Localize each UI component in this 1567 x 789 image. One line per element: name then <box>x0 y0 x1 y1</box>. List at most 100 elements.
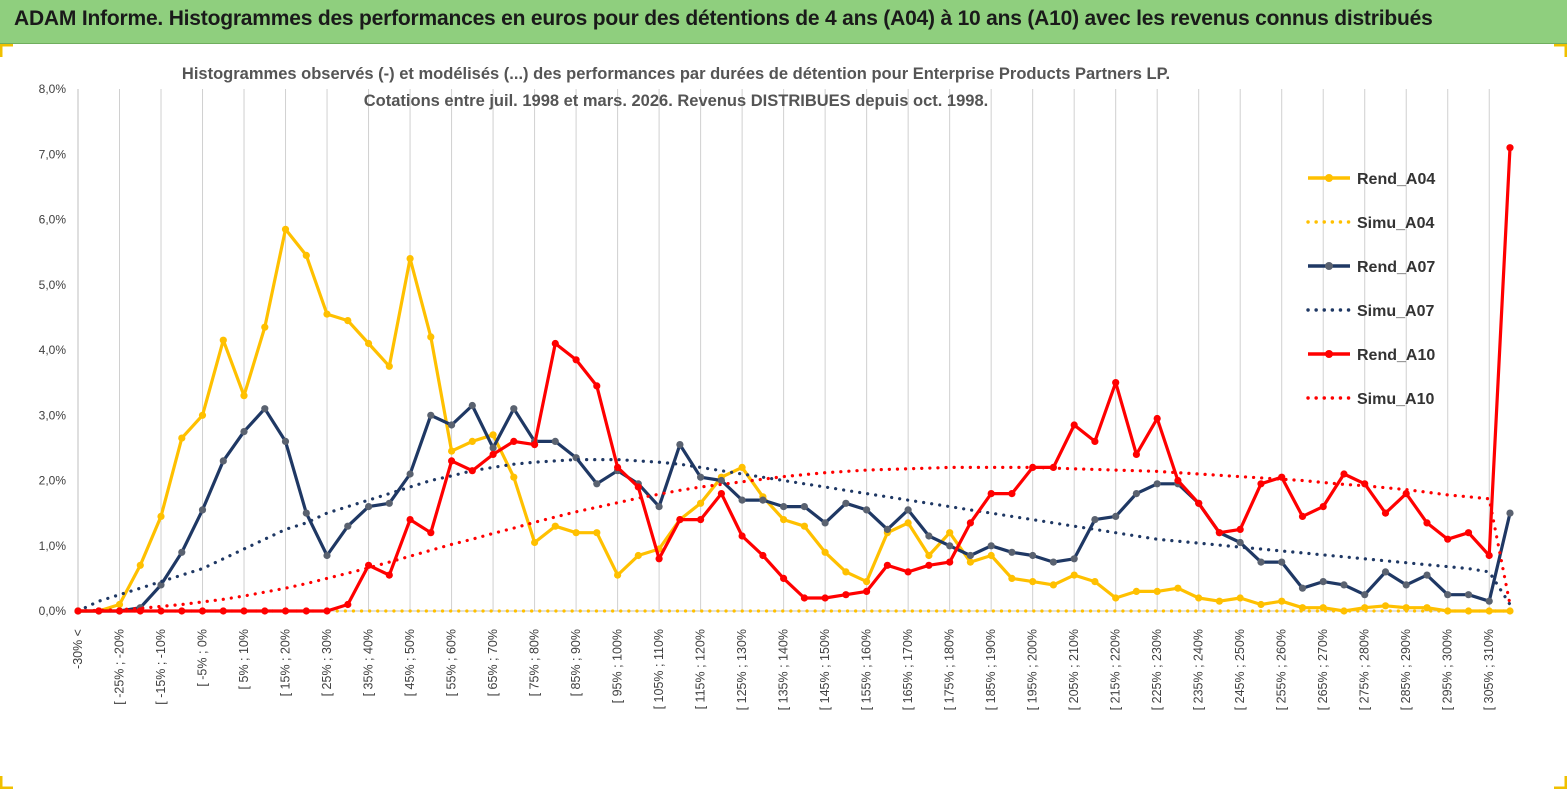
data-point <box>510 473 518 481</box>
y-tick-label: 3,0% <box>39 408 67 422</box>
legend-item-rend-a04: Rend_A04 <box>1308 171 1435 188</box>
data-point <box>385 499 393 507</box>
data-point <box>1091 578 1099 586</box>
x-tick-label: [ -15% ; -10% <box>154 629 168 705</box>
x-tick-label: [ 275% ; 280% <box>1358 629 1372 710</box>
performance-histogram-chart: 0,0% 1,0% 2,0% 3,0% 4,0% 5,0% 6,0% 7,0% 8,0% -30%… <box>39 65 1514 710</box>
data-point <box>510 437 518 445</box>
data-point <box>385 571 393 579</box>
legend-marker <box>1325 174 1333 182</box>
data-point <box>1132 450 1140 458</box>
data-point <box>946 542 954 550</box>
data-point <box>344 317 352 325</box>
data-point <box>344 522 352 530</box>
data-point <box>780 503 788 511</box>
data-point <box>1298 584 1307 592</box>
data-point <box>697 516 705 524</box>
frame-corner-top-right <box>1554 44 1567 57</box>
x-tick-label: [ 55% ; 60% <box>445 629 459 696</box>
data-point <box>448 421 456 429</box>
data-point <box>1153 414 1161 423</box>
data-point <box>738 496 746 504</box>
x-tick-label: [ 145% ; 150% <box>818 629 832 710</box>
data-point <box>593 382 601 390</box>
axes: 0,0% 1,0% 2,0% 3,0% 4,0% 5,0% 6,0% 7,0% 8,0% -30%… <box>39 82 1510 710</box>
data-point <box>966 551 975 560</box>
data-point <box>157 581 165 589</box>
x-tick-label: [ 295% ; 300% <box>1441 629 1455 710</box>
legend-label: Simu_A07 <box>1357 303 1434 320</box>
data-point <box>427 529 435 537</box>
data-point <box>1049 558 1057 566</box>
data-point <box>1402 581 1410 589</box>
data-point <box>178 548 186 556</box>
x-tick-label: [ 225% ; 230% <box>1150 629 1164 710</box>
data-point <box>1340 470 1348 478</box>
data-point <box>448 447 456 455</box>
data-point <box>780 574 788 583</box>
data-point <box>821 519 829 527</box>
data-point <box>614 571 622 579</box>
legend-label: Rend_A07 <box>1357 259 1435 276</box>
data-point <box>1423 519 1431 527</box>
data-point <box>1132 490 1140 498</box>
data-point <box>925 551 933 560</box>
data-point <box>946 529 954 537</box>
data-point <box>1485 597 1493 605</box>
data-point <box>198 607 207 615</box>
series-rend-a04 <box>74 225 1514 615</box>
data-point <box>1070 421 1078 429</box>
x-tick-label: [ 125% ; 130% <box>735 629 749 710</box>
y-tick-label: 8,0% <box>39 82 67 96</box>
x-tick-label: [ 165% ; 170% <box>901 629 915 710</box>
data-point <box>1236 525 1244 533</box>
data-point <box>1215 529 1223 537</box>
data-point <box>1091 437 1099 445</box>
data-point <box>987 542 995 550</box>
x-tick-label: -30% < <box>71 629 85 669</box>
data-point <box>1506 607 1514 615</box>
y-tick-label: 7,0% <box>39 147 67 161</box>
data-point <box>1506 144 1514 152</box>
data-point <box>1381 509 1390 517</box>
data-point <box>1153 480 1161 488</box>
data-point <box>1132 587 1140 596</box>
data-point <box>655 555 663 563</box>
data-point <box>178 607 186 615</box>
data-point <box>883 561 892 569</box>
data-point <box>1153 587 1161 596</box>
legend-marker <box>1325 350 1333 358</box>
data-point <box>1257 600 1265 609</box>
x-tick-label: [ 245% ; 250% <box>1233 629 1247 710</box>
data-point <box>863 587 871 596</box>
data-point <box>966 558 975 566</box>
data-point <box>1091 516 1099 524</box>
data-point <box>1049 581 1057 589</box>
legend-item-rend-a10: Rend_A10 <box>1308 347 1435 364</box>
data-point <box>904 519 912 527</box>
data-point <box>863 506 871 514</box>
data-point <box>946 558 954 566</box>
data-point <box>966 519 975 527</box>
data-point <box>676 441 684 449</box>
data-point <box>261 405 269 413</box>
data-point <box>385 362 393 370</box>
data-point <box>1236 538 1244 547</box>
data-point <box>115 600 124 609</box>
data-point <box>1340 607 1348 615</box>
x-tick-label: [ 195% ; 200% <box>1026 629 1040 710</box>
data-point <box>1215 597 1223 605</box>
data-point <box>157 512 165 520</box>
series-line-rend-a07 <box>78 403 1512 613</box>
x-tick-label: [ 105% ; 110% <box>652 629 666 709</box>
data-point <box>634 483 642 491</box>
data-point <box>1464 607 1473 615</box>
data-point <box>1112 379 1120 387</box>
data-point <box>634 551 642 560</box>
x-tick-label: [ -5% ; 0% <box>196 629 210 687</box>
data-point <box>1506 509 1514 517</box>
data-point <box>1236 594 1244 602</box>
data-point <box>302 251 310 259</box>
data-point <box>987 551 995 560</box>
chart-title-line-1: Histogrammes observés (-) et modélisés (… <box>182 65 1170 83</box>
